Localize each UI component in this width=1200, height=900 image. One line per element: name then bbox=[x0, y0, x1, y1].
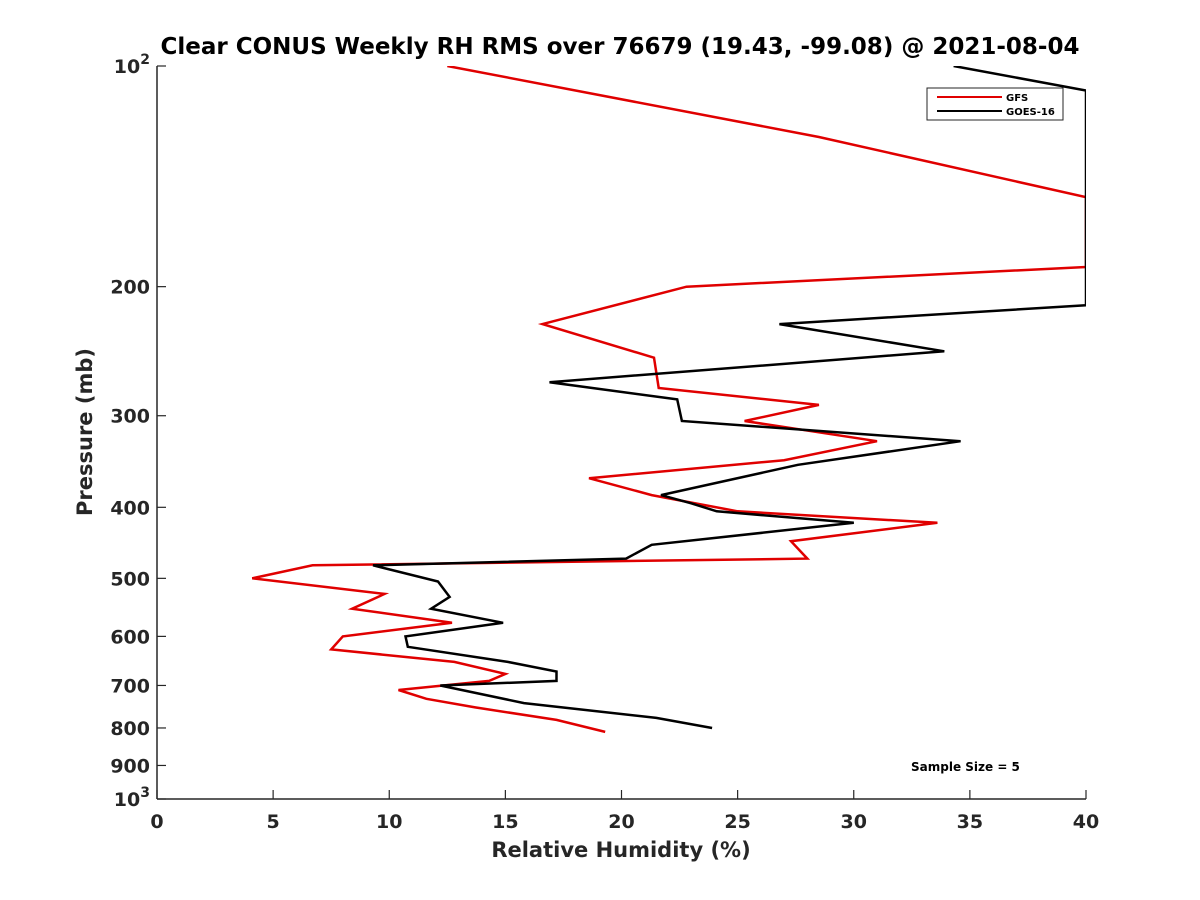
legend-label-goes16: GOES-16 bbox=[1006, 107, 1055, 118]
y-tick-label: 600 bbox=[110, 626, 150, 648]
legend-box bbox=[926, 87, 1064, 121]
x-tick-label: 25 bbox=[724, 811, 750, 833]
plot-area bbox=[157, 66, 1086, 799]
y-axis-title: Pressure (mb) bbox=[73, 348, 97, 516]
x-axis-title: Relative Humidity (%) bbox=[491, 838, 750, 862]
x-tick-label: 35 bbox=[957, 811, 983, 833]
legend-label-gfs: GFS bbox=[1006, 93, 1028, 104]
x-tick-label: 20 bbox=[608, 811, 634, 833]
y-tick-label: 400 bbox=[110, 497, 150, 519]
series-line-gfs bbox=[251, 66, 1086, 734]
chart-title: Clear CONUS Weekly RH RMS over 76679 (19… bbox=[161, 34, 1080, 60]
y-tick-label: 700 bbox=[110, 675, 150, 697]
x-tick-label: 30 bbox=[841, 811, 867, 833]
sample-size-annotation: Sample Size = 5 bbox=[911, 760, 1020, 774]
y-tick-label: 800 bbox=[110, 718, 150, 740]
x-tick-label: 15 bbox=[492, 811, 518, 833]
y-tick-label: 900 bbox=[110, 755, 150, 777]
y-tick-label: 500 bbox=[110, 568, 150, 590]
x-tick-label: 5 bbox=[267, 811, 280, 833]
x-tick-label: 0 bbox=[150, 811, 163, 833]
y-tick-label: 103 bbox=[114, 785, 150, 811]
x-tick-label: 40 bbox=[1073, 811, 1099, 833]
series-layer bbox=[251, 66, 1086, 734]
series-line-goes16 bbox=[372, 66, 1086, 730]
ticks-layer: 0 5 10 15 20 25 30 35 40 102 200 300 400 500 600 700 800… bbox=[110, 52, 1099, 833]
y-tick-label: 102 bbox=[114, 52, 150, 78]
legend: GFS GOES-16 bbox=[926, 87, 1064, 121]
x-tick-label: 10 bbox=[376, 811, 402, 833]
y-tick-label: 200 bbox=[110, 277, 150, 299]
y-tick-label: 300 bbox=[110, 406, 150, 428]
